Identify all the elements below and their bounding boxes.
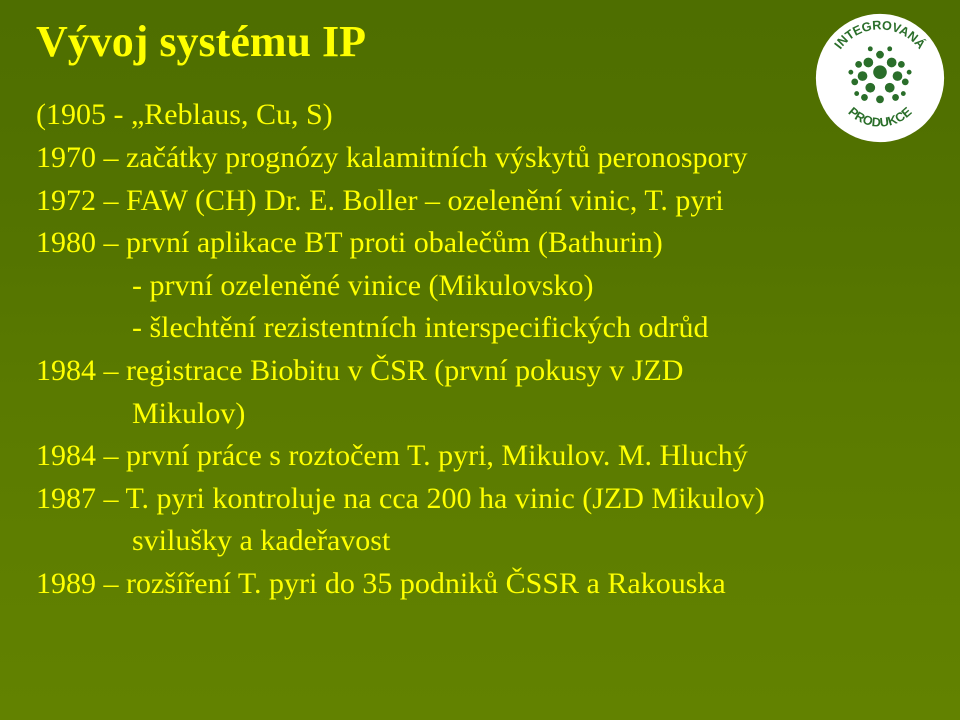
timeline-line-1984a-cont: Mikulov) [36,393,936,436]
timeline-line-1987-cont: svilušky a kadeřavost [36,520,936,563]
timeline-line-1980: 1980 – první aplikace BT proti obalečům … [36,222,936,265]
timeline-line-1989: 1989 – rozšíření T. pyri do 35 podniků Č… [36,563,936,606]
timeline-line-1984b: 1984 – první práce s roztočem T. pyri, M… [36,435,936,478]
timeline-line-1905: (1905 - „Reblaus, Cu, S) [36,94,936,137]
slide-title: Vývoj systému IP [36,18,936,66]
timeline-line-1980-sub1: - první ozeleněné vinice (Mikulovsko) [36,265,936,308]
slide-body: (1905 - „Reblaus, Cu, S) 1970 – začátky … [36,94,936,605]
timeline-line-1980-sub2: - šlechtění rezistentních interspecifick… [36,307,936,350]
slide: INTEGROVANÁ PRODUKCE [0,0,960,720]
timeline-line-1970: 1970 – začátky prognózy kalamitních výsk… [36,137,936,180]
timeline-line-1987: 1987 – T. pyri kontroluje na cca 200 ha … [36,478,936,521]
timeline-line-1972: 1972 – FAW (CH) Dr. E. Boller – ozeleněn… [36,180,936,223]
timeline-line-1984a: 1984 – registrace Biobitu v ČSR (první p… [36,350,936,393]
integrovana-produkce-logo: INTEGROVANÁ PRODUKCE [812,10,948,146]
